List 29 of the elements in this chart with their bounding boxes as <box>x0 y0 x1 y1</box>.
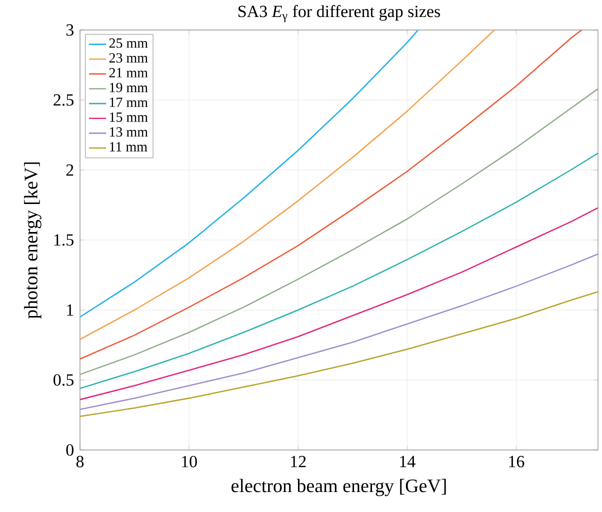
line-series <box>80 253 598 410</box>
line-series <box>80 30 496 340</box>
x-tick-label: 14 <box>400 456 416 468</box>
chart-title: SA3 E$_{γ}$ for different gap sizes <box>238 5 440 22</box>
y-tick-label: 0 <box>66 444 74 456</box>
line-series <box>80 207 598 400</box>
legend-label: 17 mm <box>110 98 148 107</box>
y-tick-label: 2 <box>66 164 74 176</box>
legend-label: 21 mm <box>109 68 148 78</box>
line-series <box>80 30 419 318</box>
line-series <box>80 152 598 390</box>
x-tick-label: 12 <box>291 456 306 468</box>
legend-label: 11 mm <box>110 142 148 152</box>
x-tick-label: 16 <box>509 456 524 468</box>
y-tick-label: 1.5 <box>54 234 74 246</box>
y-tick-label: 1 <box>67 304 74 316</box>
legend-label: 13 mm <box>110 127 148 137</box>
legend-label: 19 mm <box>110 82 148 92</box>
x-tick-label: 10 <box>182 456 197 468</box>
y-tick-label: 3 <box>66 24 74 36</box>
legend-label: 23 mm <box>109 53 148 63</box>
y-axis-title: photon energy [keV] <box>24 162 42 319</box>
y-tick-label: 2.5 <box>54 94 74 106</box>
x-axis-title: electron beam energy [GeV] <box>232 478 446 496</box>
legend-label: 25 mm <box>109 38 148 48</box>
x-tick-label: 8 <box>76 456 84 468</box>
legend-label: 15 mm <box>110 112 148 122</box>
line-series <box>80 30 582 360</box>
y-tick-label: 0.5 <box>54 374 74 386</box>
